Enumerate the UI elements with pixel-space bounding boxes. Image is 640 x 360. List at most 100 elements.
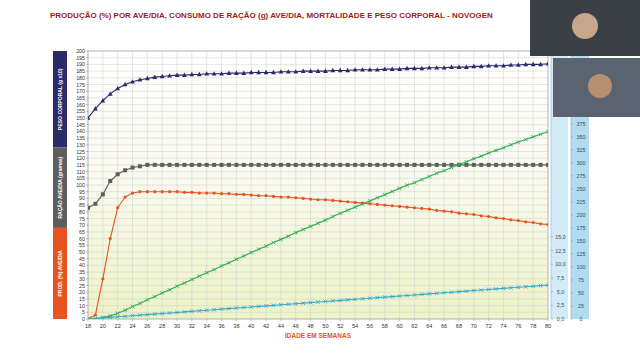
data-point xyxy=(353,205,357,209)
tick xyxy=(86,151,88,152)
data-point xyxy=(457,212,460,215)
y-tick-label: 15 xyxy=(79,296,85,302)
data-point xyxy=(457,163,461,167)
data-point xyxy=(494,149,498,153)
y-tick-label: 130 xyxy=(76,142,85,148)
data-point xyxy=(420,293,424,297)
data-point xyxy=(442,291,446,295)
data-point xyxy=(442,163,446,167)
data-point xyxy=(146,313,150,317)
data-point xyxy=(249,305,253,309)
data-point xyxy=(465,212,468,215)
data-point xyxy=(479,64,484,68)
tick xyxy=(86,77,88,78)
data-point xyxy=(301,301,305,305)
tick xyxy=(444,319,445,321)
data-point xyxy=(339,199,342,202)
tick xyxy=(266,319,267,321)
grid-line xyxy=(399,51,400,319)
data-point xyxy=(116,172,120,176)
y-tick-label: 325 xyxy=(577,147,586,153)
data-point xyxy=(242,254,246,258)
grid-line xyxy=(88,245,548,246)
data-point xyxy=(190,191,193,194)
x-tick-label: 24 xyxy=(129,323,135,329)
data-point xyxy=(472,213,475,216)
x-tick-label: 18 xyxy=(85,323,91,329)
grid-line xyxy=(88,238,548,239)
y-tick-label: 350 xyxy=(577,134,586,140)
data-point xyxy=(234,71,239,75)
plot-area xyxy=(88,51,548,319)
data-point xyxy=(383,193,387,197)
data-point xyxy=(257,247,261,251)
data-point xyxy=(316,198,319,201)
data-point xyxy=(242,193,245,196)
tick xyxy=(86,118,88,119)
grid-line xyxy=(295,51,296,319)
x-tick-label: 80 xyxy=(545,323,551,329)
data-point xyxy=(435,209,438,212)
data-point xyxy=(301,163,305,167)
data-point xyxy=(123,308,127,312)
data-point xyxy=(101,192,105,196)
data-point xyxy=(465,160,469,164)
data-point xyxy=(375,67,380,71)
grid-line xyxy=(503,51,504,319)
data-point xyxy=(346,200,349,203)
tick xyxy=(86,298,88,299)
tick xyxy=(117,319,118,321)
y-tick-label: 125 xyxy=(577,251,586,257)
tick xyxy=(295,319,296,321)
y-tick-label: 140 xyxy=(76,128,85,134)
data-point xyxy=(338,212,342,216)
y-tick-label: 85 xyxy=(79,202,85,208)
axis-line xyxy=(551,51,552,319)
tick xyxy=(571,162,573,163)
data-point xyxy=(219,71,224,75)
data-point xyxy=(220,163,224,167)
tick xyxy=(571,319,573,320)
data-point xyxy=(227,307,231,311)
webcam-frame xyxy=(553,58,640,117)
y-tick-label: 20 xyxy=(79,289,85,295)
tick xyxy=(221,319,222,321)
y-tick-label: 100 xyxy=(577,264,586,270)
data-point xyxy=(212,268,216,272)
data-point xyxy=(524,285,528,289)
data-point xyxy=(398,205,401,208)
y-tick-label: 75 xyxy=(79,216,85,222)
data-point xyxy=(301,228,305,232)
data-point xyxy=(427,163,431,167)
x-tick-label: 78 xyxy=(530,323,536,329)
data-point xyxy=(160,74,165,78)
tick xyxy=(251,319,252,321)
data-point xyxy=(450,210,453,213)
grid-line xyxy=(88,252,548,253)
y-tick-label: 165 xyxy=(76,95,85,101)
x-tick-label: 48 xyxy=(307,323,313,329)
data-point xyxy=(323,69,328,73)
data-point xyxy=(479,288,483,292)
data-point xyxy=(398,163,402,167)
series-line xyxy=(88,285,548,319)
data-point xyxy=(153,163,157,167)
tick xyxy=(88,319,89,321)
tick xyxy=(86,272,88,273)
grid-line xyxy=(280,51,281,319)
tick xyxy=(551,277,553,278)
grid-line xyxy=(88,118,548,119)
data-point xyxy=(412,163,416,167)
tick xyxy=(86,111,88,112)
y-tick-label: 10 xyxy=(79,303,85,309)
grid-line xyxy=(236,51,237,319)
data-point xyxy=(109,237,112,240)
y-tick-label: 50 xyxy=(79,249,85,255)
data-point xyxy=(138,77,143,81)
y-tick-label: 200 xyxy=(76,48,85,54)
x-tick-label: 54 xyxy=(352,323,358,329)
y-tick-label: 25 xyxy=(79,283,85,289)
tick xyxy=(86,171,88,172)
data-point xyxy=(316,69,321,73)
data-point xyxy=(294,302,298,306)
